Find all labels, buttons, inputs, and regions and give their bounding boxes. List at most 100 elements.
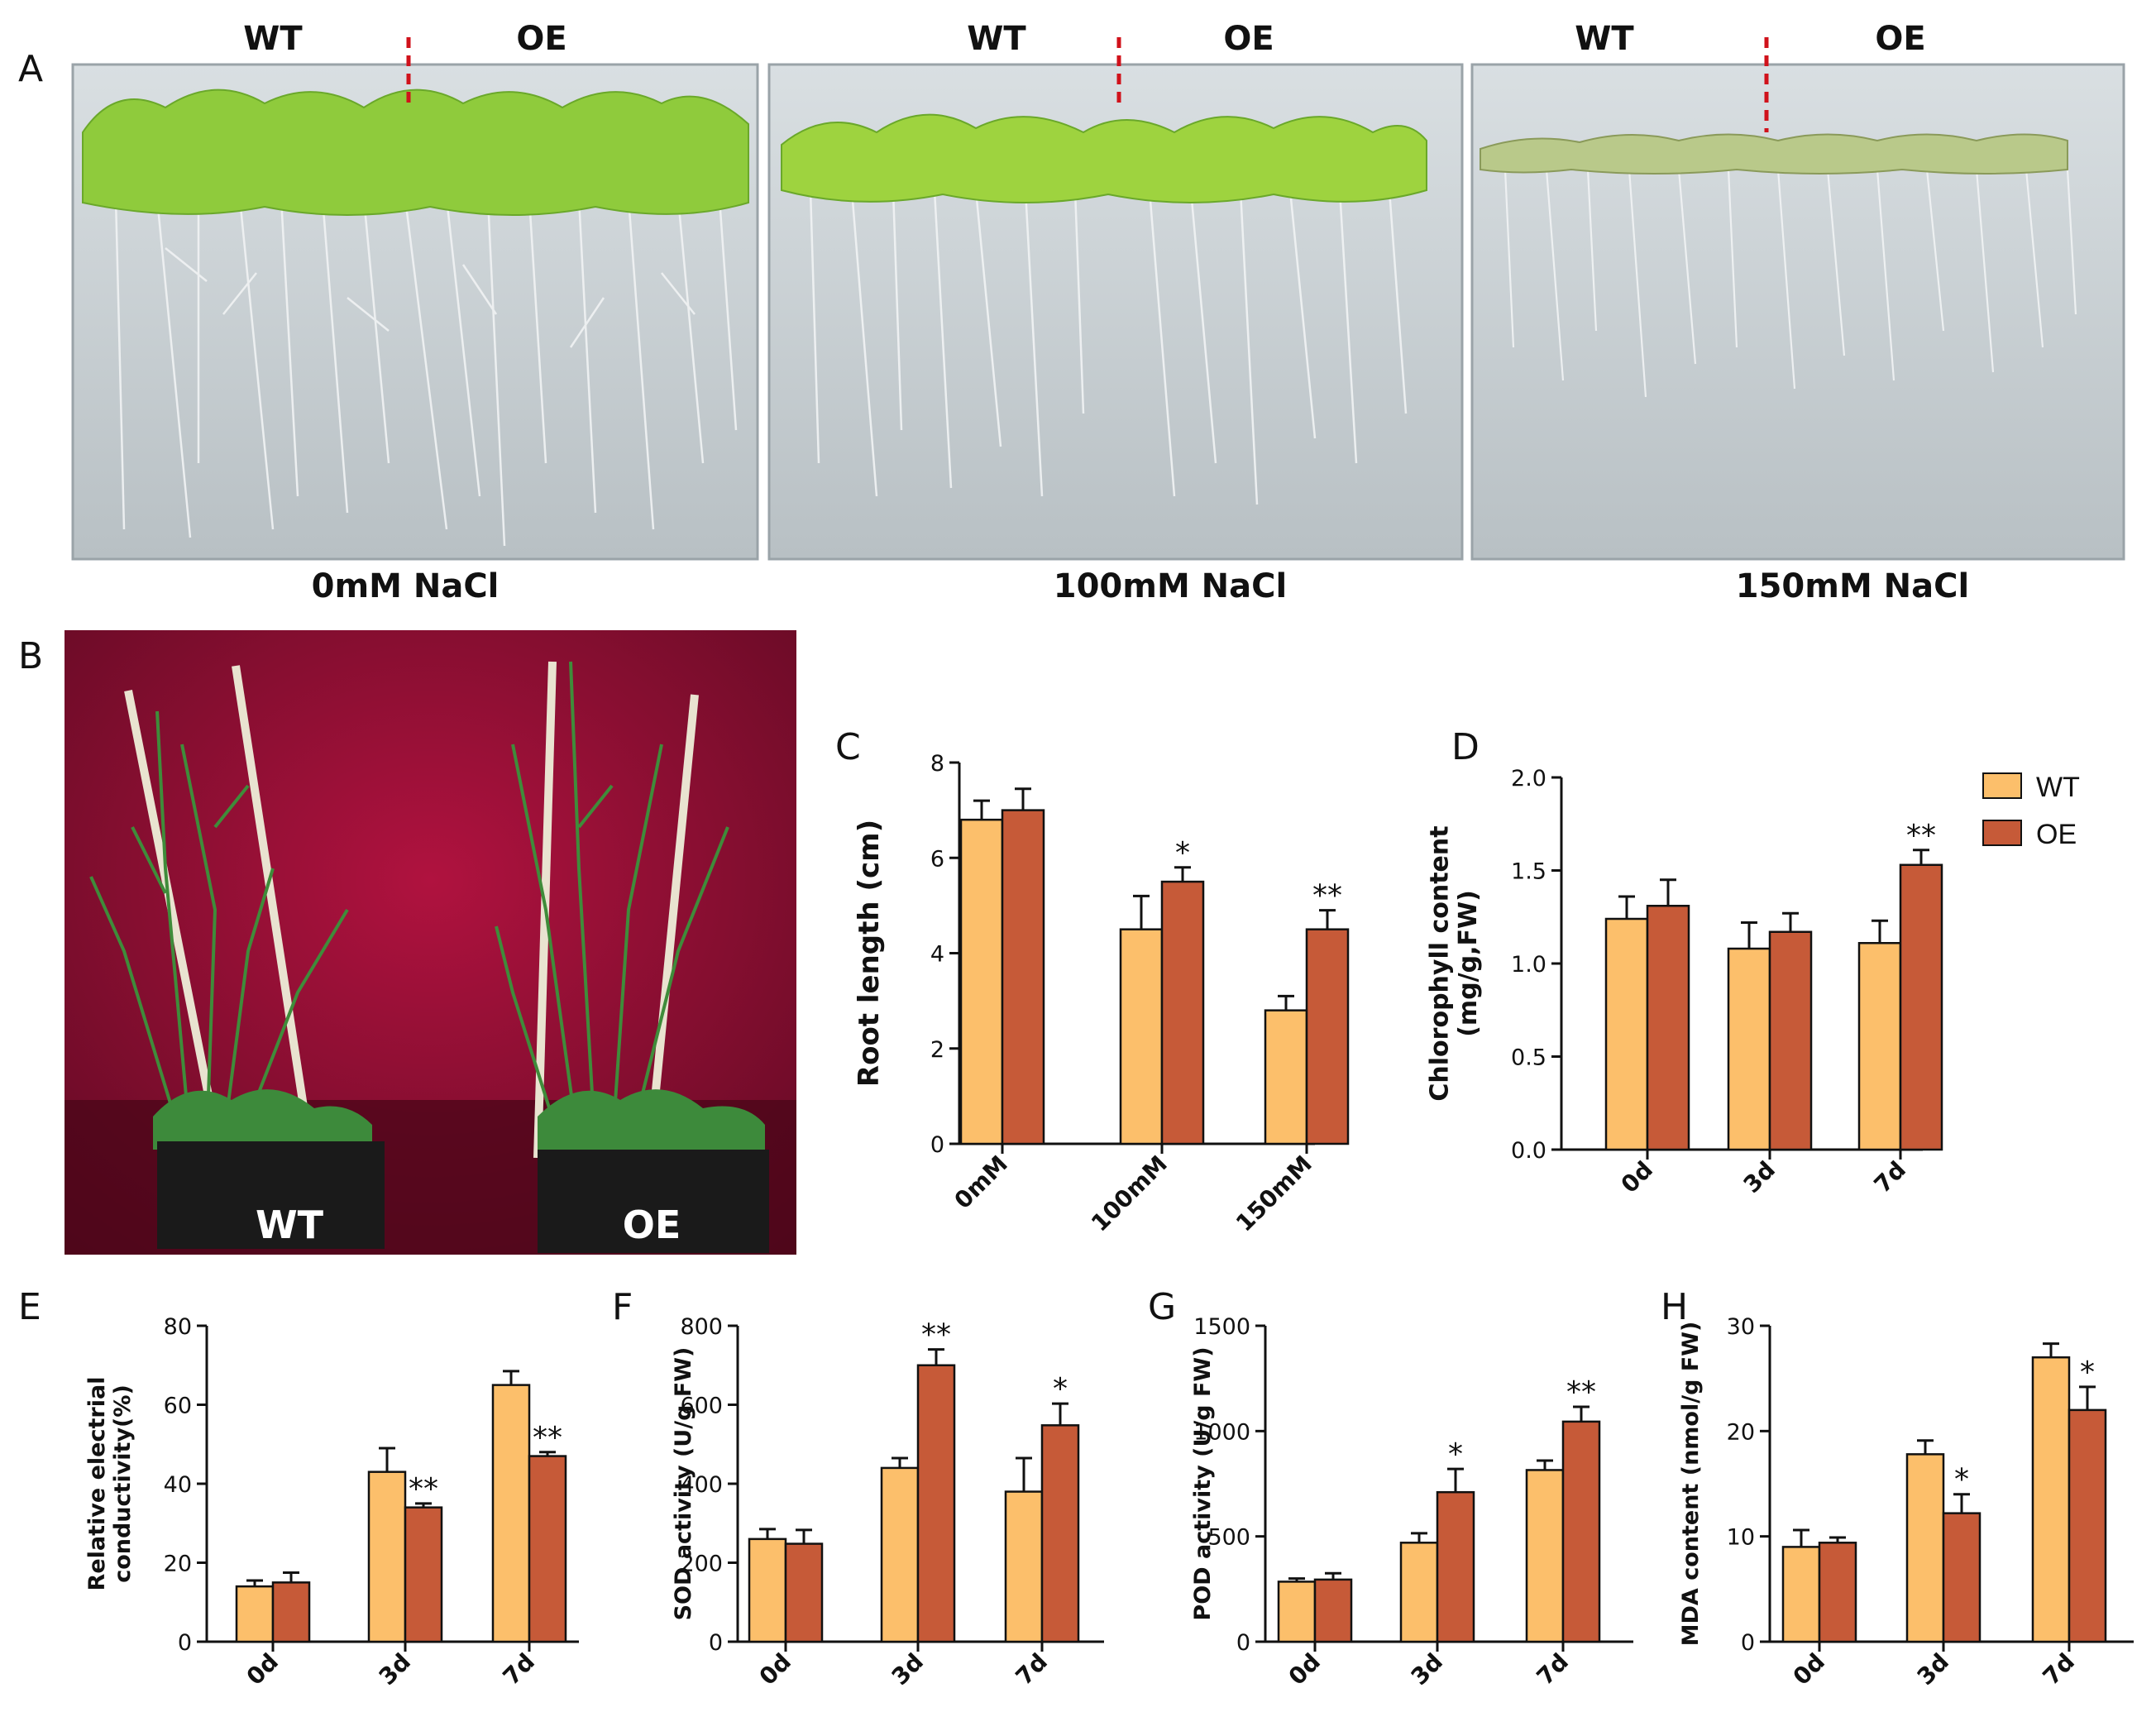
x-tick-label: 0d <box>1616 1156 1658 1198</box>
bar-oe <box>528 1455 567 1643</box>
bar-wt <box>880 1466 920 1643</box>
panel-label-h: H <box>1661 1286 1688 1328</box>
legend-label-wt: WT <box>2036 772 2080 803</box>
root-system-150mm <box>1503 169 2077 398</box>
y-tick-label: 20 <box>164 1552 192 1577</box>
bar-oe <box>1646 905 1690 1151</box>
significance-mark: * <box>1175 836 1190 870</box>
y-axis-label: Relative electrialconductivity(%) <box>84 1377 136 1591</box>
y-axis-label: POD activity (U/g FW) <box>1190 1346 1216 1620</box>
y-axis-label-line: Relative electrial <box>84 1377 110 1591</box>
bar-wt <box>1277 1580 1317 1643</box>
y-tick-label: 4 <box>930 942 944 968</box>
significance-mark: ** <box>921 1318 951 1352</box>
x-tick-label: 0d <box>241 1648 284 1690</box>
significance-mark: * <box>1954 1463 1969 1497</box>
bar-wt <box>1604 917 1649 1151</box>
y-tick-label: 80 <box>164 1314 192 1340</box>
x-tick-label: 0d <box>754 1648 796 1690</box>
bar-wt <box>748 1537 787 1643</box>
y-tick-label: 10 <box>1727 1525 1755 1551</box>
bar-wt <box>1781 1546 1821 1643</box>
x-tick-label: 7d <box>2038 1648 2080 1690</box>
bar-oe <box>1436 1490 1475 1643</box>
seedling-canopy-0mm <box>82 88 749 216</box>
x-tick-label: 7d <box>1869 1156 1911 1198</box>
panel-a: A WT OE WT OE <box>18 20 2125 605</box>
x-tick-label: 3d <box>1738 1156 1781 1198</box>
chart-c: 0 2 4 6 8 Root length (cm) 0mM * 100mM ** 150mM <box>853 751 1350 1237</box>
panel-label-c: C <box>835 726 861 768</box>
x-tick-label: 7d <box>1011 1648 1053 1690</box>
x-tick-label: 3d <box>374 1648 416 1690</box>
bar-wt <box>1525 1469 1565 1643</box>
x-tick-label: 3d <box>1912 1648 1954 1690</box>
plate-150mm <box>1470 63 2125 561</box>
plate-0mm <box>71 63 759 561</box>
y-tick-label: 0 <box>930 1132 944 1158</box>
bar-wt <box>367 1471 407 1643</box>
plate-label-wt-0mm: WT <box>243 20 303 58</box>
y-tick-label: 0 <box>1741 1630 1755 1656</box>
panel-label-g: G <box>1148 1286 1176 1328</box>
bar-oe <box>1160 880 1205 1145</box>
bar-oe <box>1305 928 1350 1145</box>
pot-wt <box>157 1141 385 1249</box>
y-axis-label-line: (mg/g,FW) <box>1454 890 1483 1037</box>
panel-b: B WT OE <box>18 630 796 1255</box>
panel-label-f: F <box>612 1286 633 1328</box>
legend-label-oe: OE <box>2036 819 2077 850</box>
y-tick-label: 600 <box>680 1394 723 1419</box>
y-tick-label: 0 <box>709 1630 723 1656</box>
y-tick-label: 1.0 <box>1511 952 1546 978</box>
plant-oe <box>495 661 769 1253</box>
legend: WT OE <box>1982 772 2080 850</box>
bar-oe <box>1001 809 1045 1145</box>
bar-wt <box>1905 1453 1945 1643</box>
chart-d: 0.0 0.5 1.0 1.5 2.0 Chlorophyll content(mg/g,… <box>1426 766 1943 1198</box>
x-tick-label: 150mM <box>1231 1150 1317 1237</box>
bar-oe <box>1942 1512 1982 1643</box>
y-axis-label-line: conductivity(%) <box>110 1384 136 1583</box>
significance-mark: ** <box>1906 819 1936 853</box>
y-axis-label-line: Chlorophyll content <box>1426 825 1455 1101</box>
x-tick-label: 0d <box>1788 1648 1830 1690</box>
significance-mark: ** <box>533 1421 562 1455</box>
plate-label-wt-150mm: WT <box>1575 20 1634 58</box>
plate-label-oe-150mm: OE <box>1875 20 1925 58</box>
condition-label-0mm: 0mM NaCl <box>312 567 500 605</box>
plant-wt <box>89 665 385 1249</box>
condition-label-100mm: 100mM NaCl <box>1054 567 1287 605</box>
significance-mark: ** <box>1312 879 1342 913</box>
seedling-canopy-150mm <box>1480 133 2068 175</box>
condition-label-150mm: 150mM NaCl <box>1736 567 1969 605</box>
significance-mark: * <box>1053 1372 1068 1406</box>
y-tick-label: 500 <box>1207 1525 1250 1551</box>
x-tick-label: 7d <box>498 1648 540 1690</box>
y-axis-label: SOD activity (U/g FW) <box>671 1347 696 1621</box>
x-tick-label: 0mM <box>949 1150 1012 1214</box>
y-axis-label: Root length (cm) <box>853 820 886 1087</box>
plate-label-oe-100mm: OE <box>1223 20 1274 58</box>
bar-wt <box>1399 1542 1439 1643</box>
plate-label-oe-0mm: OE <box>516 20 566 58</box>
y-tick-label: 40 <box>164 1472 192 1498</box>
bar-oe <box>916 1364 956 1643</box>
y-tick-label: 30 <box>1727 1314 1755 1340</box>
significance-mark: ** <box>1566 1375 1596 1409</box>
root-system-0mm <box>114 198 738 547</box>
bar-oe <box>784 1542 824 1643</box>
panel-label-e: E <box>18 1286 41 1328</box>
y-tick-label: 0 <box>178 1630 192 1656</box>
pot-oe <box>538 1150 769 1253</box>
chart-f: 0 200 400 600 800 SOD activity (U/g FW) 0d ** 3d… <box>671 1314 1104 1690</box>
bar-oe <box>1899 863 1943 1151</box>
y-tick-label: 1500 <box>1193 1314 1250 1340</box>
seedling-canopy-100mm <box>781 113 1427 203</box>
y-tick-label: 2 <box>930 1037 944 1063</box>
y-tick-label: 2.0 <box>1511 766 1546 791</box>
y-tick-label: 0 <box>1236 1630 1250 1656</box>
bar-oe <box>1313 1578 1353 1643</box>
